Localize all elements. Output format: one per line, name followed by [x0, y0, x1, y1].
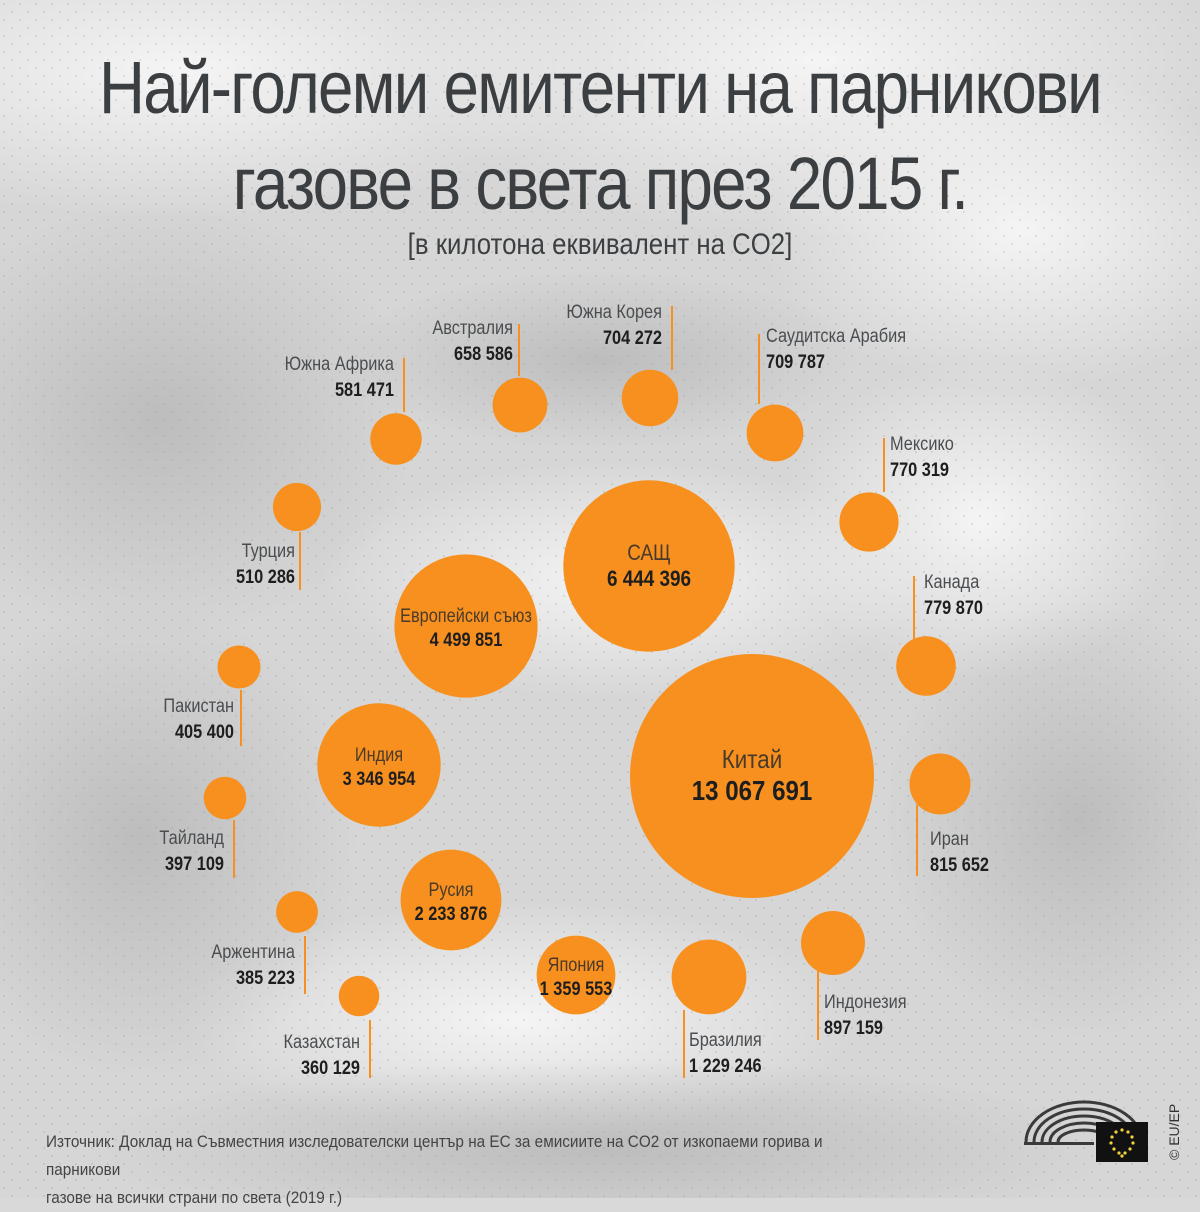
bubble-1 [563, 480, 735, 652]
bubble-group-7: Индонезия 897 159 [801, 911, 907, 1040]
source-note: Източник: Доклад на Съвместния изследова… [46, 1128, 856, 1212]
bubble-value-17: 397 109 [165, 853, 224, 874]
bubble-3 [317, 703, 441, 827]
bubble-value-6: 1 229 246 [689, 1055, 762, 1076]
bubble-label-7: Индонезия [824, 991, 907, 1012]
bubble-8 [909, 753, 971, 815]
bubble-label-16: Пакистан [163, 695, 234, 716]
bubble-6 [671, 939, 747, 1015]
bubble-value-7: 897 159 [824, 1017, 883, 1038]
bubble-value-8: 815 652 [930, 854, 989, 875]
bubble-value-13: 658 586 [454, 343, 513, 364]
bubble-value-14: 581 471 [335, 379, 394, 400]
bubble-value-11: 709 787 [766, 351, 825, 372]
bubble-group-15: Турция 510 286 [236, 482, 322, 590]
bubble-5 [536, 935, 616, 1015]
bubble-value-19: 360 129 [301, 1057, 360, 1078]
bubble-group-4: Русия 2 233 876 [400, 849, 502, 951]
bubble-value-18: 385 223 [236, 967, 295, 988]
bubble-group-6: Бразилия 1 229 246 [671, 939, 762, 1078]
bubble-value-10: 770 319 [890, 459, 949, 480]
source-note-line2: газове на всички страни по света (2019 г… [46, 1188, 343, 1207]
bubble-value-9: 779 870 [924, 597, 983, 618]
bubble-group-17: Тайланд 397 109 [159, 776, 247, 878]
bubble-value-16: 405 400 [175, 721, 234, 742]
bubble-group-16: Пакистан 405 400 [163, 645, 261, 746]
bubble-group-13: Австралия 658 586 [432, 317, 548, 433]
bubble-label-13: Австралия [432, 317, 513, 338]
chart-title: Най-големи емитенти на парникови газове … [84, 40, 1116, 232]
bubble-label-17: Тайланд [159, 827, 224, 848]
bubble-label-9: Канада [924, 571, 979, 592]
bubble-16 [217, 645, 261, 689]
bubble-label-1: САЩ [627, 541, 671, 566]
bubble-label-12: Южна Корея [566, 301, 662, 322]
chart-title-line2: газове в света през 2015 г. [232, 142, 969, 225]
bubble-label-15: Турция [242, 540, 295, 561]
bubble-group-5: Япония 1 359 553 [536, 935, 616, 1015]
bubble-value-5: 1 359 553 [540, 978, 613, 999]
bubble-group-12: Южна Корея 704 272 [566, 301, 679, 427]
bubble-value-3: 3 346 954 [343, 768, 416, 789]
bubble-label-11: Саудитска Арабия [766, 325, 906, 346]
bubble-10 [839, 492, 899, 552]
bubble-label-14: Южна Африка [285, 353, 394, 374]
bubble-11 [746, 404, 804, 462]
bubble-label-10: Мексико [890, 433, 954, 454]
bubble-value-4: 2 233 876 [415, 903, 488, 924]
bubble-4 [400, 849, 502, 951]
bubble-value-2: 4 499 851 [430, 629, 503, 650]
bubble-group-3: Индия 3 346 954 [317, 703, 441, 827]
bubble-group-2: Европейски съюз 4 499 851 [394, 554, 538, 698]
bubble-group-11: Саудитска Арабия 709 787 [746, 325, 906, 462]
bubble-15 [272, 482, 322, 532]
bubble-value-1: 6 444 396 [607, 567, 691, 592]
bubble-0 [630, 654, 874, 898]
bubble-label-3: Индия [355, 744, 403, 765]
bubble-label-8: Иран [930, 828, 969, 849]
chart-title-line1: Най-големи емитенти на парникови [99, 46, 1103, 129]
european-parliament-logo [1024, 1100, 1148, 1162]
bubble-7 [801, 911, 865, 975]
bubble-group-18: Аржентина 385 223 [211, 891, 318, 994]
bubble-group-14: Южна Африка 581 471 [285, 353, 422, 465]
copyright-credit: © EU/EP [1166, 1103, 1182, 1160]
bubble-group-9: Канада 779 870 [896, 571, 983, 696]
source-note-line1: Източник: Доклад на Съвместния изследова… [46, 1132, 823, 1179]
bubble-9 [896, 636, 956, 696]
bubble-label-19: Казахстан [283, 1031, 360, 1052]
bubble-value-15: 510 286 [236, 566, 295, 587]
bubble-14 [370, 413, 422, 465]
bubble-label-0: Китай [722, 745, 782, 774]
chart-subtitle: [в килотона еквивалент на CO2] [407, 228, 793, 261]
bubble-2 [394, 554, 538, 698]
bubble-12 [621, 369, 679, 427]
bubble-label-2: Европейски съюз [400, 605, 532, 626]
bubble-value-0: 13 067 691 [692, 774, 813, 806]
bubble-17 [203, 776, 247, 820]
bubble-group-8: Иран 815 652 [909, 753, 989, 876]
bubble-label-6: Бразилия [689, 1029, 762, 1050]
bubble-18 [276, 891, 318, 933]
bubble-value-12: 704 272 [603, 327, 662, 348]
bubble-label-18: Аржентина [211, 941, 295, 962]
bubble-group-19: Казахстан 360 129 [283, 975, 380, 1078]
bubble-label-5: Япония [548, 954, 605, 975]
bubble-group-10: Мексико 770 319 [839, 433, 954, 552]
bubble-label-4: Русия [429, 879, 474, 900]
bubble-13 [492, 377, 548, 433]
bubble-19 [338, 975, 380, 1017]
